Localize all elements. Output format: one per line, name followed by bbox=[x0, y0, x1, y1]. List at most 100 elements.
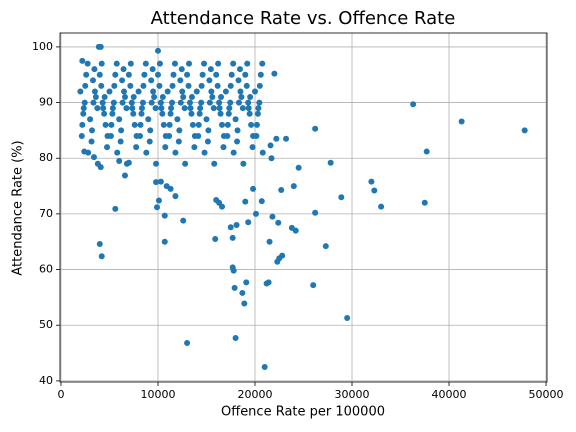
point bbox=[233, 222, 240, 229]
point bbox=[161, 212, 168, 219]
point bbox=[148, 99, 155, 106]
x-tick-label: 50000 bbox=[529, 388, 564, 401]
point bbox=[123, 105, 130, 112]
point bbox=[138, 105, 145, 112]
point bbox=[312, 209, 319, 216]
point bbox=[169, 99, 176, 106]
point bbox=[215, 60, 222, 67]
point bbox=[159, 94, 166, 101]
point bbox=[98, 60, 105, 67]
point bbox=[91, 66, 98, 73]
point bbox=[155, 197, 162, 204]
point bbox=[278, 186, 285, 193]
point bbox=[110, 99, 117, 106]
point bbox=[255, 105, 262, 112]
point bbox=[182, 160, 189, 167]
point bbox=[112, 71, 119, 78]
point bbox=[410, 101, 417, 108]
point bbox=[91, 88, 98, 95]
point bbox=[100, 105, 107, 112]
point bbox=[133, 144, 140, 151]
point bbox=[230, 60, 237, 67]
point bbox=[198, 82, 205, 89]
point bbox=[258, 198, 265, 205]
point bbox=[156, 82, 163, 89]
point bbox=[231, 284, 238, 291]
point bbox=[94, 105, 101, 112]
point bbox=[129, 105, 136, 112]
point bbox=[268, 155, 275, 162]
point bbox=[244, 60, 251, 67]
point bbox=[158, 105, 165, 112]
point bbox=[98, 82, 105, 89]
point bbox=[327, 159, 334, 166]
point bbox=[160, 121, 167, 128]
point bbox=[89, 77, 96, 84]
point bbox=[185, 82, 192, 89]
point bbox=[114, 149, 121, 156]
y-tick-label: 80 bbox=[39, 151, 53, 164]
point bbox=[206, 99, 213, 106]
point bbox=[238, 94, 245, 101]
x-tick-label: 30000 bbox=[335, 388, 370, 401]
point bbox=[106, 88, 113, 95]
point bbox=[216, 105, 223, 112]
point bbox=[171, 60, 178, 67]
point bbox=[153, 179, 160, 186]
point bbox=[79, 121, 86, 128]
point bbox=[267, 142, 274, 149]
point bbox=[186, 60, 193, 67]
point bbox=[112, 205, 119, 212]
point bbox=[213, 196, 220, 203]
point bbox=[101, 110, 108, 117]
point bbox=[251, 88, 258, 95]
point bbox=[104, 144, 111, 151]
point bbox=[234, 138, 241, 145]
point bbox=[169, 82, 176, 89]
point bbox=[271, 70, 278, 77]
y-axis-label: Attendance Rate (%) bbox=[11, 140, 26, 275]
point bbox=[154, 204, 161, 211]
point bbox=[249, 144, 256, 151]
point bbox=[176, 127, 183, 134]
point bbox=[243, 279, 250, 286]
point bbox=[92, 94, 99, 101]
point bbox=[236, 66, 243, 73]
y-tick-label: 60 bbox=[39, 263, 53, 276]
y-tick-label: 100 bbox=[32, 40, 53, 53]
point bbox=[246, 110, 253, 117]
point bbox=[120, 66, 127, 73]
point bbox=[127, 82, 134, 89]
point bbox=[229, 264, 236, 271]
y-tick-label: 90 bbox=[39, 96, 53, 109]
point bbox=[368, 178, 375, 185]
point bbox=[227, 224, 234, 231]
point bbox=[217, 110, 224, 117]
point bbox=[157, 99, 164, 106]
point bbox=[203, 116, 210, 123]
plot-frame bbox=[59, 32, 548, 383]
point bbox=[312, 125, 319, 132]
point bbox=[219, 121, 226, 128]
point bbox=[210, 105, 217, 112]
point bbox=[204, 138, 211, 145]
point bbox=[199, 71, 206, 78]
point bbox=[235, 77, 242, 84]
point bbox=[170, 71, 177, 78]
point bbox=[142, 60, 149, 67]
point bbox=[248, 121, 255, 128]
point bbox=[263, 280, 270, 287]
point bbox=[119, 99, 126, 106]
point bbox=[189, 121, 196, 128]
point bbox=[256, 82, 263, 89]
point bbox=[253, 132, 260, 139]
point bbox=[188, 94, 195, 101]
point bbox=[127, 60, 134, 67]
point bbox=[212, 235, 219, 242]
point bbox=[80, 110, 87, 117]
point bbox=[125, 71, 132, 78]
point bbox=[148, 77, 155, 84]
point bbox=[90, 99, 97, 106]
point bbox=[196, 110, 203, 117]
